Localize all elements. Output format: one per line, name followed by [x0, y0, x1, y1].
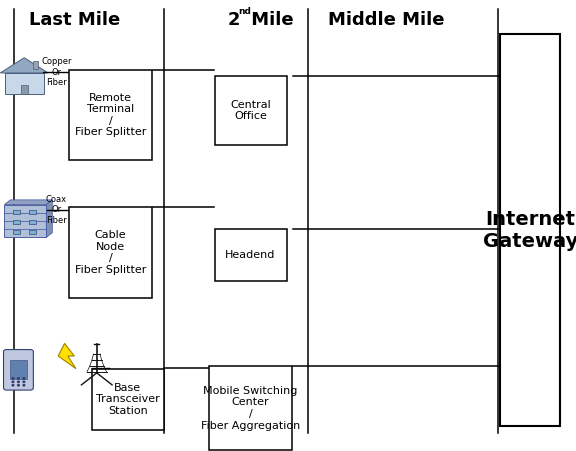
Circle shape — [17, 385, 20, 386]
Bar — [5, 205, 46, 237]
Text: Internet
Gateway: Internet Gateway — [483, 210, 576, 250]
Circle shape — [12, 381, 14, 382]
Text: Remote
Terminal
/
Fiber Splitter: Remote Terminal / Fiber Splitter — [75, 92, 146, 138]
Bar — [214, 229, 287, 281]
Bar — [13, 210, 20, 214]
Bar — [209, 366, 292, 450]
Polygon shape — [46, 200, 52, 237]
Bar — [214, 75, 287, 145]
Circle shape — [12, 377, 14, 379]
Text: Central
Office: Central Office — [230, 100, 271, 121]
Bar — [33, 61, 37, 69]
Bar — [92, 369, 164, 429]
Circle shape — [23, 377, 25, 379]
Bar — [69, 70, 153, 160]
Text: Mile: Mile — [245, 11, 293, 29]
Circle shape — [12, 385, 14, 386]
Bar — [29, 220, 36, 224]
Bar — [13, 220, 20, 224]
Text: Last Mile: Last Mile — [29, 11, 120, 29]
Polygon shape — [0, 58, 48, 73]
Bar — [5, 73, 44, 94]
Bar — [29, 210, 36, 214]
Bar — [29, 230, 36, 234]
Circle shape — [17, 377, 20, 379]
Circle shape — [23, 385, 25, 386]
Text: Coax
Or
Fiber: Coax Or Fiber — [46, 195, 67, 225]
Polygon shape — [5, 200, 52, 205]
Text: nd: nd — [238, 7, 251, 16]
Polygon shape — [58, 343, 76, 368]
Text: Cable
Node
/
Fiber Splitter: Cable Node / Fiber Splitter — [75, 230, 146, 275]
Circle shape — [23, 381, 25, 382]
Bar — [13, 230, 20, 234]
Text: 2: 2 — [228, 11, 240, 29]
Bar — [21, 85, 28, 94]
Text: Headend: Headend — [225, 250, 276, 260]
Text: Copper
Or
Fiber: Copper Or Fiber — [41, 57, 71, 87]
FancyBboxPatch shape — [3, 350, 33, 390]
Bar — [10, 360, 27, 379]
Text: Mobile Switching
Center
/
Fiber Aggregation: Mobile Switching Center / Fiber Aggregat… — [201, 386, 300, 431]
Circle shape — [17, 381, 20, 382]
Bar — [69, 207, 153, 298]
Bar — [500, 34, 560, 426]
Text: Middle Mile: Middle Mile — [328, 11, 444, 29]
Text: Base
Transceiver
Station: Base Transceiver Station — [96, 382, 160, 416]
